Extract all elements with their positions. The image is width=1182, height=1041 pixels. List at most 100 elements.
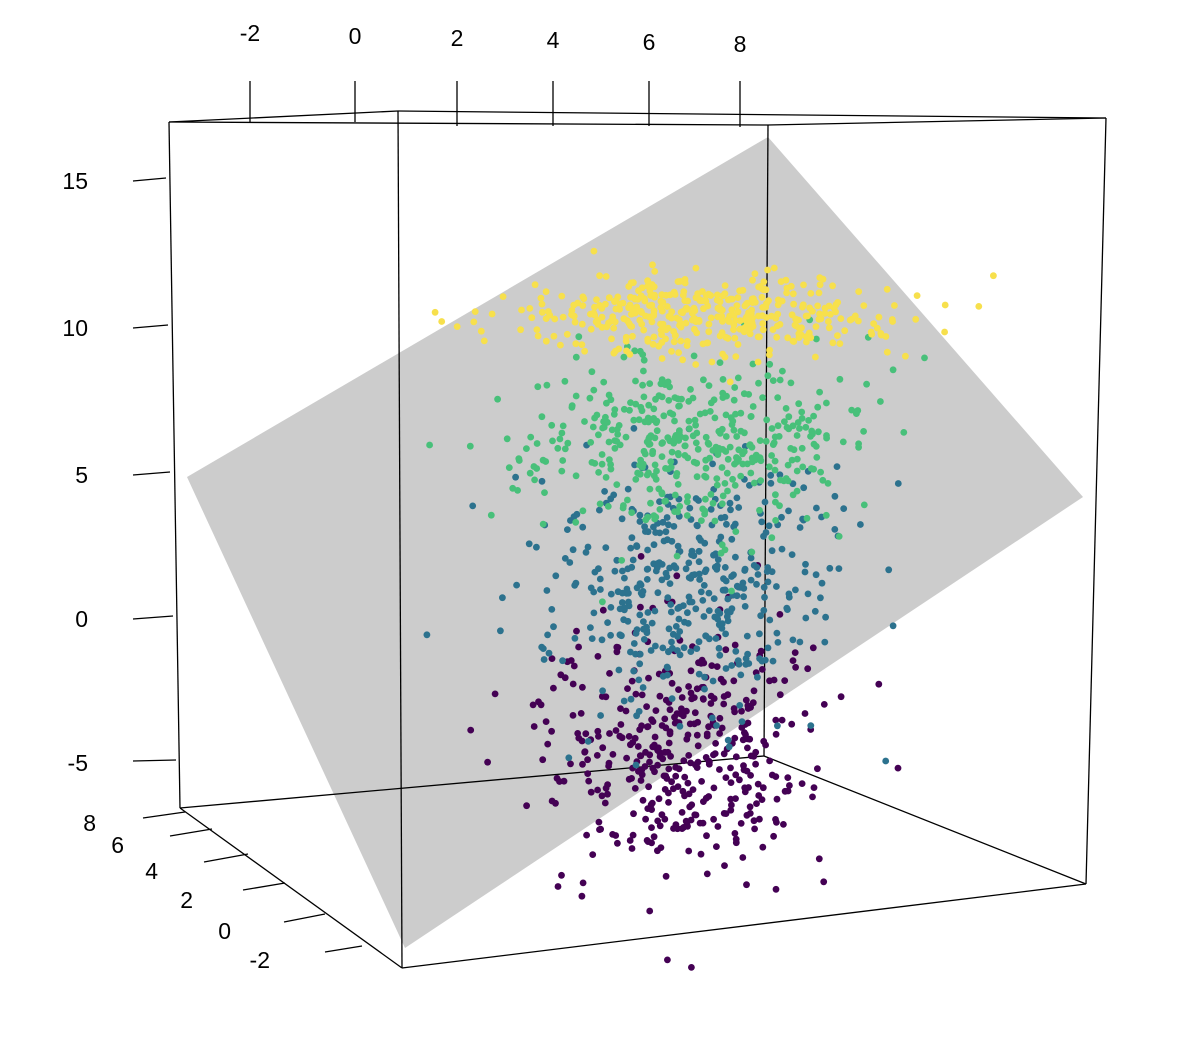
data-point [798, 444, 806, 452]
x-axis: -2 0 2 4 6 8 [240, 20, 746, 127]
data-point [764, 578, 772, 586]
data-point [789, 657, 797, 664]
data-point [802, 423, 810, 431]
data-point [703, 292, 710, 299]
data-point [488, 310, 496, 318]
data-point [662, 528, 670, 536]
data-point [841, 327, 849, 335]
data-point [587, 788, 595, 796]
data-point [708, 662, 716, 669]
data-point [792, 322, 800, 330]
data-point [853, 410, 860, 417]
data-point [774, 394, 782, 401]
data-point [722, 448, 730, 455]
data-point [783, 604, 791, 612]
data-point [707, 399, 715, 407]
data-point [596, 506, 603, 514]
data-point [772, 491, 779, 499]
data-point [753, 580, 760, 588]
data-point [774, 422, 782, 430]
data-point [802, 614, 810, 622]
data-point [749, 314, 756, 322]
data-point [724, 487, 731, 495]
data-point [613, 481, 621, 488]
data-point [790, 446, 798, 454]
data-point [760, 285, 768, 293]
data-point [819, 275, 827, 283]
data-point [691, 720, 698, 728]
data-point [570, 301, 578, 309]
data-point [759, 843, 767, 851]
data-point [673, 552, 681, 560]
data-point [699, 340, 707, 348]
data-point [815, 289, 823, 297]
data-point [740, 328, 748, 336]
data-point [829, 339, 837, 347]
data-point [766, 616, 774, 624]
data-point [635, 676, 643, 684]
data-point [687, 386, 694, 393]
data-point [487, 511, 495, 519]
data-point [737, 820, 745, 827]
data-point [740, 593, 747, 601]
data-point [836, 340, 844, 347]
data-point [551, 315, 559, 323]
data-point [598, 451, 606, 458]
data-point [568, 311, 576, 319]
box-edge-top-left [168, 110, 399, 123]
data-point [684, 620, 692, 627]
data-point [812, 353, 819, 361]
z-tick-label: 0 [75, 606, 88, 632]
data-point [860, 428, 867, 435]
data-point [810, 412, 817, 420]
data-point [638, 320, 646, 328]
data-point [431, 308, 439, 316]
data-point [665, 739, 673, 747]
data-point [628, 534, 636, 542]
data-point [661, 497, 669, 505]
data-point [721, 546, 729, 554]
data-point [615, 422, 623, 429]
data-point [584, 738, 592, 745]
data-point [676, 628, 684, 635]
data-point [480, 337, 488, 345]
data-point [558, 467, 566, 475]
data-point [527, 433, 535, 441]
data-point [716, 766, 723, 773]
data-point [637, 589, 645, 597]
data-point [731, 334, 739, 342]
data-point [870, 320, 877, 327]
data-point [523, 445, 530, 452]
box-edge-right-bottom [763, 755, 1087, 885]
data-point [614, 839, 621, 847]
data-point [654, 817, 662, 825]
data-point [624, 485, 632, 493]
data-point [632, 400, 640, 408]
data-point [499, 293, 507, 300]
data-point [662, 465, 669, 472]
data-point [674, 481, 682, 488]
data-point [607, 495, 615, 503]
data-point [484, 758, 491, 766]
data-point [772, 498, 779, 506]
data-point [740, 390, 748, 398]
data-point [692, 318, 700, 325]
data-point [671, 417, 678, 425]
data-point [777, 278, 785, 285]
data-point [675, 402, 682, 410]
data-point [821, 310, 829, 317]
data-point [857, 521, 864, 528]
data-point [542, 718, 550, 725]
box-edge-left-vertical [168, 121, 181, 809]
data-point [807, 433, 814, 440]
data-point [745, 660, 753, 667]
data-point [816, 388, 823, 396]
data-point [761, 498, 769, 506]
data-point [638, 284, 646, 292]
data-point [611, 444, 619, 452]
data-point [722, 433, 730, 440]
data-point [688, 551, 695, 559]
data-point [631, 461, 638, 469]
data-point [817, 594, 824, 602]
data-point [672, 623, 680, 630]
